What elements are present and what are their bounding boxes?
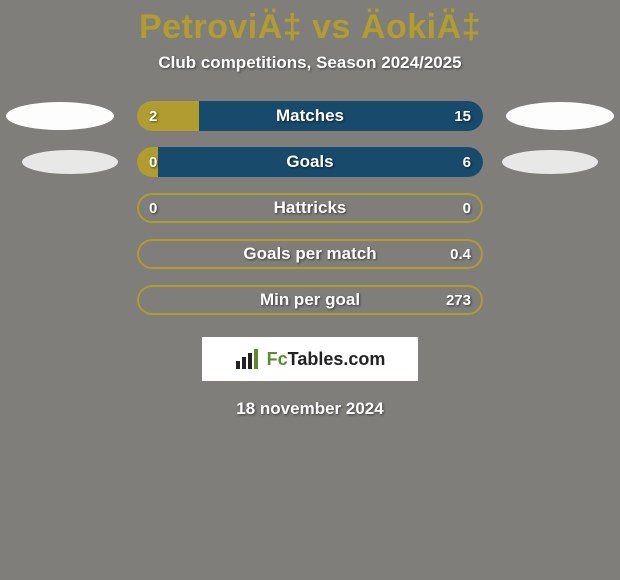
stat-bar: 06Goals bbox=[137, 147, 483, 177]
stat-row: 273Min per goal bbox=[0, 285, 620, 315]
stat-bar: 00Hattricks bbox=[137, 193, 483, 223]
chip-right bbox=[506, 102, 614, 130]
page-subtitle: Club competitions, Season 2024/2025 bbox=[0, 53, 620, 101]
stat-label: Hattricks bbox=[137, 193, 483, 223]
bars-icon bbox=[235, 349, 261, 369]
page-title: PetroviÄ‡ vs ÄokiÄ‡ bbox=[0, 0, 620, 53]
chip-right bbox=[502, 150, 598, 174]
stat-row: 215Matches bbox=[0, 101, 620, 131]
stat-bar: 273Min per goal bbox=[137, 285, 483, 315]
stat-bar: 0.4Goals per match bbox=[137, 239, 483, 269]
logo-box: FcTables.com bbox=[202, 337, 418, 381]
stat-row: 00Hattricks bbox=[0, 193, 620, 223]
stat-label: Min per goal bbox=[137, 285, 483, 315]
logo-text-suffix: Tables.com bbox=[288, 349, 386, 369]
logo-text-prefix: Fc bbox=[267, 349, 288, 369]
stat-label: Goals per match bbox=[137, 239, 483, 269]
logo-text: FcTables.com bbox=[267, 349, 386, 370]
chip-left bbox=[22, 150, 118, 174]
stat-bar: 215Matches bbox=[137, 101, 483, 131]
stat-row: 06Goals bbox=[0, 147, 620, 177]
chip-left bbox=[6, 102, 114, 130]
stat-label: Matches bbox=[137, 101, 483, 131]
stat-rows: 215Matches 06Goals 00Hattricks 0.4Goals per… bbox=[0, 101, 620, 315]
stat-label: Goals bbox=[137, 147, 483, 177]
date-text: 18 november 2024 bbox=[0, 399, 620, 419]
stat-row: 0.4Goals per match bbox=[0, 239, 620, 269]
comparison-infographic: PetroviÄ‡ vs ÄokiÄ‡ Club competitions, S… bbox=[0, 0, 620, 580]
